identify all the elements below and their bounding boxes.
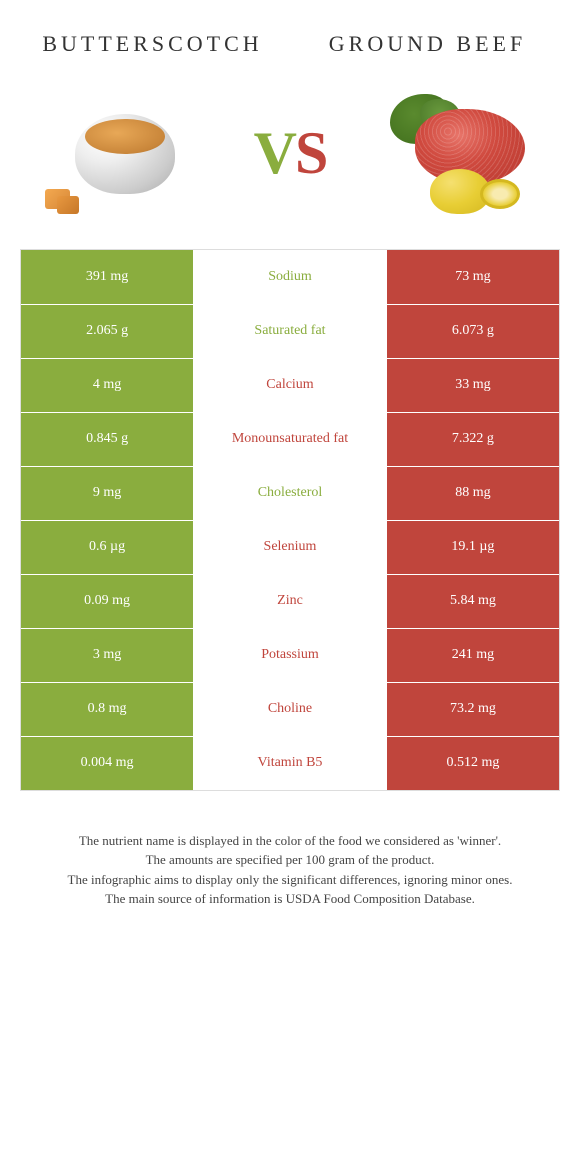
nutrient-value-right: 33 mg — [387, 359, 559, 412]
nutrient-label: Choline — [193, 683, 387, 736]
images-row: VS — [0, 69, 580, 249]
nutrient-value-left: 4 mg — [21, 359, 193, 412]
nutrient-value-right: 6.073 g — [387, 305, 559, 358]
table-row: 9 mgCholesterol88 mg — [21, 466, 559, 520]
footnote-line: The nutrient name is displayed in the co… — [30, 831, 550, 851]
nutrient-label: Zinc — [193, 575, 387, 628]
table-row: 0.8 mgCholine73.2 mg — [21, 682, 559, 736]
nutrient-label: Vitamin B5 — [193, 737, 387, 790]
nutrient-value-left: 0.09 mg — [21, 575, 193, 628]
vs-letter-v: V — [254, 120, 295, 186]
nutrient-value-left: 9 mg — [21, 467, 193, 520]
table-row: 0.004 mgVitamin B50.512 mg — [21, 736, 559, 790]
nutrient-label: Selenium — [193, 521, 387, 574]
nutrient-label: Monounsaturated fat — [193, 413, 387, 466]
butterscotch-image — [40, 89, 200, 219]
nutrient-value-left: 0.6 µg — [21, 521, 193, 574]
ground-beef-image — [380, 89, 540, 219]
table-row: 2.065 gSaturated fat6.073 g — [21, 304, 559, 358]
nutrient-label: Potassium — [193, 629, 387, 682]
nutrient-value-left: 0.8 mg — [21, 683, 193, 736]
vs-label: VS — [254, 119, 327, 188]
table-row: 3 mgPotassium241 mg — [21, 628, 559, 682]
footnote-line: The amounts are specified per 100 gram o… — [30, 850, 550, 870]
header: BUTTERSCOTCH GROUND BEEF — [0, 0, 580, 69]
food-title-left: BUTTERSCOTCH — [40, 30, 265, 59]
table-row: 391 mgSodium73 mg — [21, 250, 559, 304]
nutrient-value-right: 19.1 µg — [387, 521, 559, 574]
nutrient-label: Calcium — [193, 359, 387, 412]
footnotes: The nutrient name is displayed in the co… — [0, 791, 580, 929]
nutrient-value-right: 73.2 mg — [387, 683, 559, 736]
table-row: 0.09 mgZinc5.84 mg — [21, 574, 559, 628]
nutrient-label: Saturated fat — [193, 305, 387, 358]
table-row: 0.845 gMonounsaturated fat7.322 g — [21, 412, 559, 466]
nutrient-value-left: 391 mg — [21, 250, 193, 304]
food-title-right: GROUND BEEF — [315, 30, 540, 59]
vs-letter-s: S — [295, 120, 326, 186]
nutrient-table: 391 mgSodium73 mg2.065 gSaturated fat6.0… — [20, 249, 560, 791]
nutrient-value-right: 73 mg — [387, 250, 559, 304]
footnote-line: The infographic aims to display only the… — [30, 870, 550, 890]
nutrient-label: Cholesterol — [193, 467, 387, 520]
nutrient-label: Sodium — [193, 250, 387, 304]
nutrient-value-left: 0.845 g — [21, 413, 193, 466]
nutrient-value-right: 5.84 mg — [387, 575, 559, 628]
nutrient-value-right: 7.322 g — [387, 413, 559, 466]
footnote-line: The main source of information is USDA F… — [30, 889, 550, 909]
nutrient-value-right: 88 mg — [387, 467, 559, 520]
nutrient-value-left: 2.065 g — [21, 305, 193, 358]
nutrient-value-right: 241 mg — [387, 629, 559, 682]
nutrient-value-left: 3 mg — [21, 629, 193, 682]
nutrient-value-right: 0.512 mg — [387, 737, 559, 790]
table-row: 0.6 µgSelenium19.1 µg — [21, 520, 559, 574]
table-row: 4 mgCalcium33 mg — [21, 358, 559, 412]
nutrient-value-left: 0.004 mg — [21, 737, 193, 790]
